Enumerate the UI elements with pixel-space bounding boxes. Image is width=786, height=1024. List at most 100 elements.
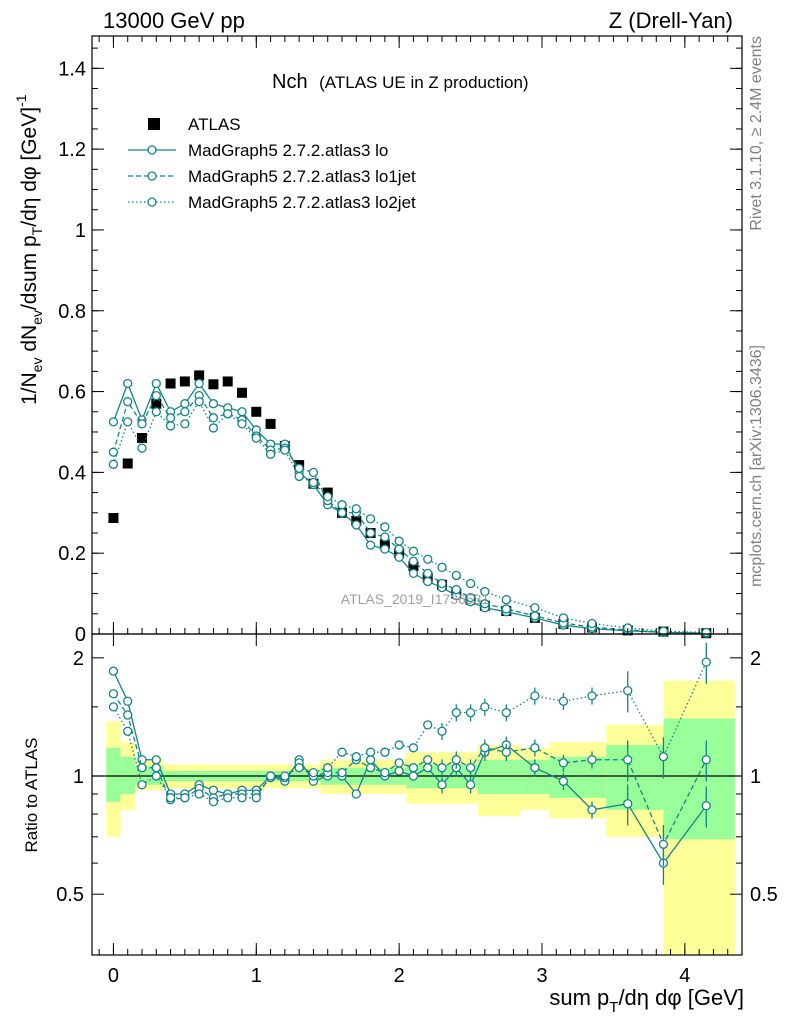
ratio-ytick-label-right-2: 2 (750, 648, 761, 670)
ratio-point-solid-29 (558, 776, 569, 786)
atlas-point-5 (179, 376, 190, 387)
main-point-dashed-13 (294, 463, 304, 473)
legend-label-3: MadGraph5 2.7.2.atlas3 lo2jet (188, 193, 416, 212)
main-point-dotted-24 (451, 570, 461, 581)
ratio-point-solid-7 (208, 785, 219, 795)
ratio-point-solid-21 (408, 771, 419, 781)
ratio-line-dashed (112, 693, 707, 846)
atlas-point-8 (222, 376, 233, 387)
ratio-point-solid-3 (151, 755, 161, 765)
ratio-point-solid-25 (465, 780, 476, 790)
main-point-dashed-5 (180, 407, 190, 417)
main-point-dashed-2 (137, 419, 147, 429)
ratio-point-dotted-2 (137, 780, 147, 790)
ratio-point-dotted-26 (480, 702, 490, 712)
main-point-solid-18 (365, 540, 376, 550)
main-point-dotted-5 (180, 419, 190, 429)
ratio-point-dotted-10 (251, 793, 261, 803)
main-ylabel: 1/Nev dNev/dsum pT/dη dφ [GeV]-1 (13, 94, 45, 405)
main-point-dotted-16 (337, 500, 347, 510)
ratio-point-dotted-4 (165, 793, 176, 803)
main-point-dotted-18 (365, 514, 376, 524)
main-ytick-label-6: 1.2 (58, 139, 86, 161)
main-ytick-label-3: 0.6 (58, 382, 86, 404)
legend-marker-solid (147, 145, 157, 155)
main-point-dotted-1 (123, 417, 133, 427)
main-point-dotted-6 (194, 397, 204, 407)
ratio-point-dotted-24 (451, 708, 461, 718)
main-point-solid-7 (208, 399, 219, 409)
main-point-solid-17 (351, 520, 361, 530)
main-point-dotted-8 (223, 409, 233, 419)
plot-title-sub: (ATLAS UE in Z production) (319, 73, 528, 92)
main-point-dotted-7 (208, 423, 219, 433)
ratio-point-dashed-0 (108, 689, 119, 699)
ratio-point-dotted-31 (623, 685, 633, 696)
ratio-line-dotted (112, 661, 707, 803)
ratio-point-dotted-20 (394, 740, 404, 750)
ratio-point-dotted-7 (208, 797, 219, 807)
main-point-dotted-32 (658, 626, 669, 636)
ratio-point-dotted-16 (337, 747, 347, 757)
main-point-solid-5 (180, 399, 190, 409)
ratio-point-dashed-26 (480, 743, 490, 753)
ratio-point-dotted-0 (108, 702, 119, 712)
ratio-point-dashed-3 (151, 763, 161, 773)
axis-ticks: 00.20.40.60.811.21.40.5 0.51 12 20 1 2 3 4 (56, 36, 778, 987)
rivet-label: Rivet 3.1.10, ≥ 2.4M events (748, 36, 765, 231)
ratio-point-solid-28 (530, 763, 540, 773)
main-point-solid-3 (151, 378, 161, 389)
ratio-point-dotted-5 (180, 793, 190, 803)
legend-marker-atlas (148, 118, 160, 130)
main-point-dashed-18 (365, 528, 376, 538)
ratio-point-dashed-23 (437, 763, 447, 773)
ratio-point-dotted-13 (294, 763, 304, 773)
main-point-dashed-25 (465, 592, 476, 603)
main-point-dashed-23 (437, 578, 447, 589)
band-inner-10 (663, 718, 735, 840)
main-point-dotted-9 (237, 419, 247, 429)
main-point-dotted-20 (394, 536, 404, 546)
ratio-point-solid-23 (437, 780, 447, 790)
ratio-point-dashed-16 (337, 767, 347, 778)
main-point-dashed-28 (530, 611, 540, 621)
main-line-dotted (112, 400, 707, 634)
ratio-point-solid-0 (108, 666, 119, 676)
legend-label-2: MadGraph5 2.7.2.atlas3 lo1jet (188, 167, 416, 186)
main-point-dotted-4 (165, 421, 176, 431)
ratio-point-dotted-1 (123, 726, 133, 736)
ratio-frame (91, 633, 743, 956)
ratio-point-dashed-31 (623, 755, 633, 765)
atlas-point-6 (194, 370, 205, 381)
ratio-point-dotted-9 (237, 793, 247, 803)
main-point-dotted-30 (587, 618, 597, 629)
ratio-point-dotted-12 (280, 771, 290, 781)
ratio-ytick-label-0: 0.5 (56, 884, 84, 906)
main-ytick-label-5: 1 (75, 220, 86, 242)
atlas-point-0 (108, 513, 119, 524)
main-point-dashed-1 (123, 397, 133, 407)
ratio-point-dotted-6 (194, 789, 204, 799)
ratio-point-solid-2 (137, 755, 147, 765)
main-point-dotted-21 (408, 546, 419, 556)
ratio-point-dotted-33 (701, 657, 711, 667)
ratio-point-dotted-23 (437, 726, 447, 736)
main-point-solid-19 (380, 544, 390, 554)
main-point-dashed-0 (108, 447, 119, 457)
main-point-dashed-4 (165, 413, 176, 423)
ratio-point-dashed-25 (465, 763, 476, 773)
main-point-dashed-24 (451, 584, 461, 595)
main-line-dashed (112, 394, 707, 634)
main-point-dashed-3 (151, 390, 161, 401)
atlas-point-10 (251, 406, 262, 417)
xtick-label-1: 1 (251, 965, 262, 987)
ratio-point-dashed-18 (365, 763, 376, 773)
legend-marker-dashed (147, 171, 157, 181)
plot-title: Nch (ATLAS UE in Z production) (272, 71, 529, 93)
main-point-dotted-0 (108, 459, 119, 469)
ratio-point-dotted-28 (530, 691, 540, 701)
band-inner-1 (120, 756, 135, 794)
ratio-point-dotted-8 (223, 793, 233, 803)
ratio-ytick-label-2: 2 (73, 648, 84, 670)
